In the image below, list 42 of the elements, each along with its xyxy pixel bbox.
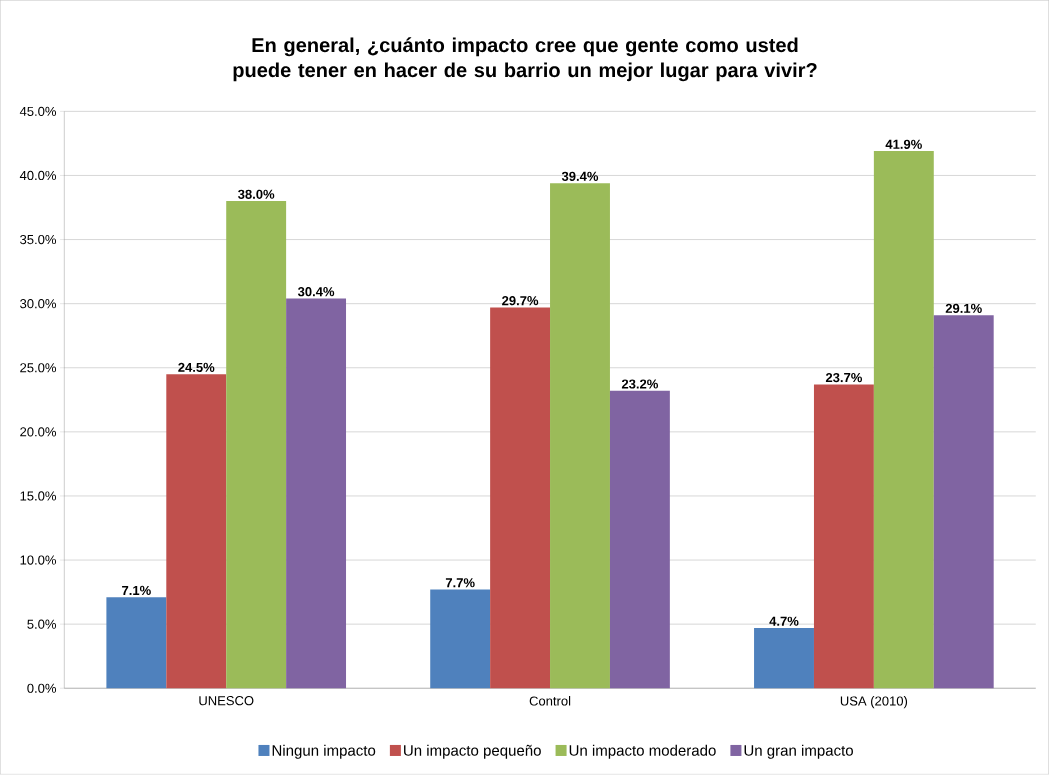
data-label: 30.4% — [297, 287, 335, 297]
data-label: 23.2% — [621, 379, 659, 389]
y-tick-label: 20.0% — [20, 427, 57, 437]
legend-label: Un impacto moderado — [569, 744, 716, 759]
y-tick-label: 10.0% — [20, 555, 57, 565]
legend-label: Un impacto pequeño — [404, 744, 541, 759]
data-label: 29.7% — [502, 296, 539, 306]
x-tick-label: USA (2010) — [840, 696, 908, 709]
bar — [873, 151, 934, 689]
y-tick-label: 45.0% — [19, 106, 57, 117]
data-label: 23.7% — [825, 373, 863, 383]
y-tick-label: 5.0% — [27, 619, 57, 629]
x-tick-label: Control — [529, 696, 571, 706]
bar — [106, 597, 167, 689]
data-label: 29.1% — [945, 303, 982, 314]
data-label: 7.1% — [122, 586, 151, 596]
chart-title: En general, ¿cuánto impacto cree que gente como usted puede tener en hacer de su barrio un mejor lugar para vivir? — [233, 37, 817, 82]
data-label: 7.7% — [445, 578, 475, 588]
bar — [933, 315, 994, 689]
x-tick-label: UNESCO — [199, 696, 254, 706]
data-label: 41.9% — [885, 139, 922, 150]
bar — [166, 374, 227, 689]
legend-label: Un gran impacto — [744, 744, 853, 759]
y-tick-label: 25.0% — [20, 363, 57, 373]
bar — [430, 589, 491, 689]
y-tick-label: 0.0% — [27, 683, 57, 694]
data-label: 24.5% — [178, 362, 215, 373]
data-label: 4.7% — [769, 616, 799, 626]
bar — [754, 628, 814, 689]
y-tick-label: 40.0% — [19, 171, 57, 181]
bar — [550, 183, 610, 689]
y-tick-label: 35.0% — [20, 235, 57, 245]
bar — [226, 201, 287, 689]
data-label: 38.0% — [238, 189, 275, 200]
bar — [286, 298, 347, 689]
bar — [609, 391, 670, 689]
bar — [490, 307, 551, 689]
y-tick-label: 30.0% — [20, 299, 57, 309]
y-tick-label: 15.0% — [20, 491, 57, 501]
legend-label: Ningun impacto — [272, 744, 376, 759]
bar — [813, 384, 874, 689]
data-label: 39.4% — [561, 171, 599, 182]
